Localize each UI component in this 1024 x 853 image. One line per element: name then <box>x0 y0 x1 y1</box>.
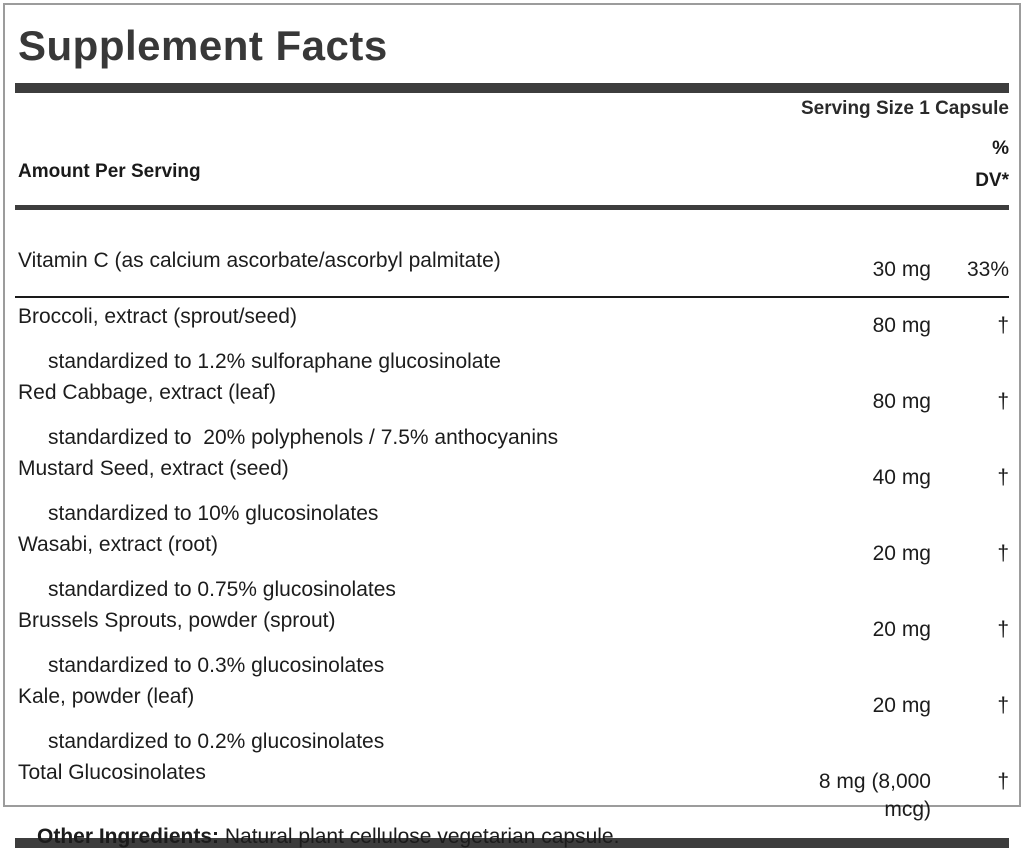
ingredient-row-wasabi: Wasabi, extract (root) 20 mg † <box>15 531 1009 568</box>
title-separator-bar <box>15 83 1009 93</box>
ingredient-row-kale: Kale, powder (leaf) 20 mg † <box>15 683 1009 720</box>
row-divider-line <box>15 296 1009 298</box>
ingredient-name: Mustard Seed, extract (seed) <box>18 457 289 480</box>
ingredient-amount: 20 mg <box>872 542 931 565</box>
standardization-note: standardized to 0.2% glucosinolates <box>48 730 385 753</box>
ingredient-dv: † <box>997 466 1009 489</box>
standardization-note: standardized to 20% polyphenols / 7.5% a… <box>48 426 559 449</box>
header-separator-bar <box>15 205 1009 210</box>
percent-dv-header: % DV* <box>975 133 1009 197</box>
ingredient-amount: 20 mg <box>872 694 931 717</box>
percent-dv-header-line2: DV* <box>975 170 1009 191</box>
serving-size: Serving Size 1 Capsule <box>800 98 1009 119</box>
ingredient-dv: † <box>997 694 1009 717</box>
panel-title: Supplement Facts <box>18 22 388 69</box>
ingredient-name: Total Glucosinolates <box>18 761 206 784</box>
ingredient-amount: 20 mg <box>872 618 931 641</box>
ingredient-amount: 8 mg (8,000 mcg) <box>818 770 931 821</box>
ingredient-dv: † <box>997 314 1009 337</box>
ingredient-dv: 33% <box>966 258 1009 281</box>
ingredient-row-mustard-seed: Mustard Seed, extract (seed) 40 mg † <box>15 455 1009 492</box>
ingredient-dv: † <box>997 618 1009 641</box>
standardization-note: standardized to 10% glucosinolates <box>48 502 379 525</box>
other-ingredients-line: Other Ingredients: Natural plant cellulo… <box>37 824 619 850</box>
ingredient-row-vitamin-c: Vitamin C (as calcium ascorbate/ascorbyl… <box>15 247 1009 284</box>
ingredient-row-brussels-sprouts: Brussels Sprouts, powder (sprout) 20 mg … <box>15 607 1009 644</box>
ingredient-rows: Vitamin C (as calcium ascorbate/ascorbyl… <box>15 210 1009 824</box>
ingredient-amount: 40 mg <box>872 466 931 489</box>
ingredient-name: Vitamin C (as calcium ascorbate/ascorbyl… <box>18 249 501 272</box>
ingredient-dv: † <box>997 542 1009 565</box>
ingredient-row-red-cabbage: Red Cabbage, extract (leaf) 80 mg † <box>15 379 1009 416</box>
ingredient-amount: 80 mg <box>872 390 931 413</box>
ingredient-row-broccoli: Broccoli, extract (sprout/seed) 80 mg † <box>15 303 1009 340</box>
amount-per-serving-header: Amount Per Serving <box>18 161 201 182</box>
standardization-note: standardized to 0.75% glucosinolates <box>48 578 396 601</box>
column-header-row: Amount Per Serving % DV* <box>15 133 1009 197</box>
ingredient-name: Broccoli, extract (sprout/seed) <box>18 305 297 328</box>
footnote-separator-bar <box>15 838 1009 848</box>
supplement-facts-panel: Supplement Facts Serving Size 1 Capsule … <box>3 3 1021 848</box>
percent-dv-header-line1: % <box>992 138 1009 159</box>
ingredient-row-total-glucosinolates: Total Glucosinolates 8 mg (8,000 mcg) † <box>15 759 1009 824</box>
other-ingredients-text: Natural plant cellulose vegetarian capsu… <box>219 825 620 848</box>
ingredient-name: Red Cabbage, extract (leaf) <box>18 381 276 404</box>
ingredient-dv: † <box>997 390 1009 413</box>
ingredient-name: Kale, powder (leaf) <box>18 685 195 708</box>
ingredient-name: Brussels Sprouts, powder (sprout) <box>18 609 336 632</box>
ingredient-name: Wasabi, extract (root) <box>18 533 218 556</box>
other-ingredients-label: Other Ingredients: <box>37 825 220 848</box>
standardization-note: standardized to 0.3% glucosinolates <box>48 654 385 677</box>
ingredient-dv: † <box>997 770 1009 793</box>
standardization-note: standardized to 1.2% sulforaphane glucos… <box>48 350 501 373</box>
ingredient-amount: 80 mg <box>872 314 931 337</box>
ingredient-amount: 30 mg <box>872 258 931 281</box>
